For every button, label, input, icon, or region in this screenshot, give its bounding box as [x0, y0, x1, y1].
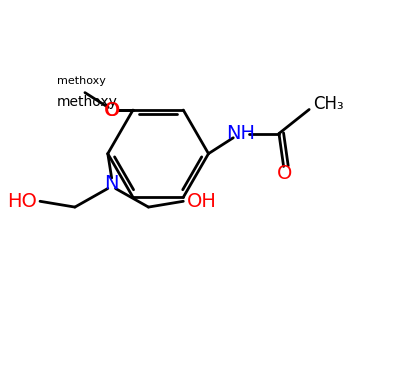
Text: methoxy: methoxy: [57, 95, 118, 109]
Text: HO: HO: [7, 192, 37, 211]
Text: NH: NH: [226, 124, 255, 143]
Text: OH: OH: [186, 192, 216, 211]
Text: N: N: [104, 174, 119, 193]
Text: O: O: [277, 164, 292, 183]
Text: O: O: [104, 101, 119, 120]
Text: methoxy: methoxy: [57, 76, 106, 86]
Text: CH₃: CH₃: [313, 95, 344, 113]
Text: O: O: [105, 101, 121, 120]
